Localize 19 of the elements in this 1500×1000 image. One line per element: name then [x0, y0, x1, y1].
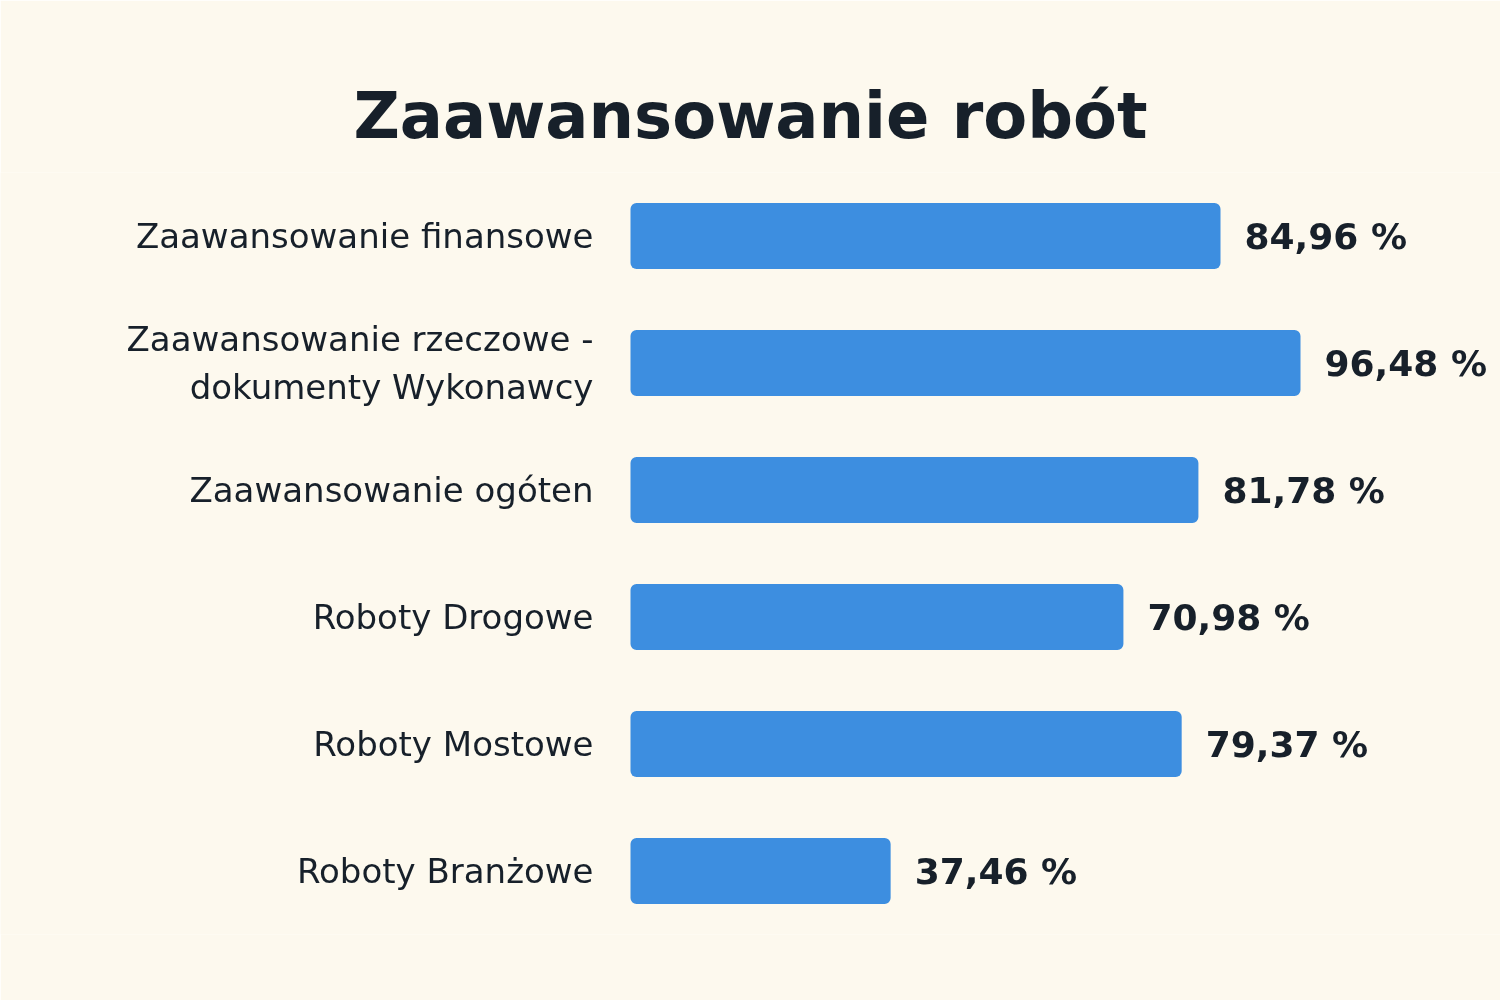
y-tick-label: Zaawansowanie finansowe [135, 216, 594, 256]
bar [630, 583, 1124, 651]
data-label: 81,78 % [1222, 469, 1385, 511]
data-label: 37,46 % [914, 850, 1078, 892]
y-tick-label: Roboty Drogowe [312, 597, 594, 637]
bar [630, 837, 891, 905]
y-tick-label: Zaawansowanie ogóten [189, 470, 594, 510]
bar [630, 456, 1199, 524]
y-tick-label: Roboty Branżowe [296, 851, 594, 891]
data-label: 84,96 % [1244, 215, 1407, 257]
data-label: 70,98 % [1147, 596, 1310, 638]
chart-title: Zaawansowanie robót [353, 78, 1148, 153]
data-label: 79,37 % [1205, 723, 1369, 765]
bar [630, 710, 1182, 778]
bar [630, 329, 1301, 397]
bar [630, 202, 1221, 270]
y-tick-label: Zaawansowanie rzeczowe - dokumenty Wykonawcy [126, 319, 594, 407]
y-tick-label: Roboty Mostowe [313, 724, 594, 764]
data-label: 96,48 % [1324, 342, 1487, 384]
